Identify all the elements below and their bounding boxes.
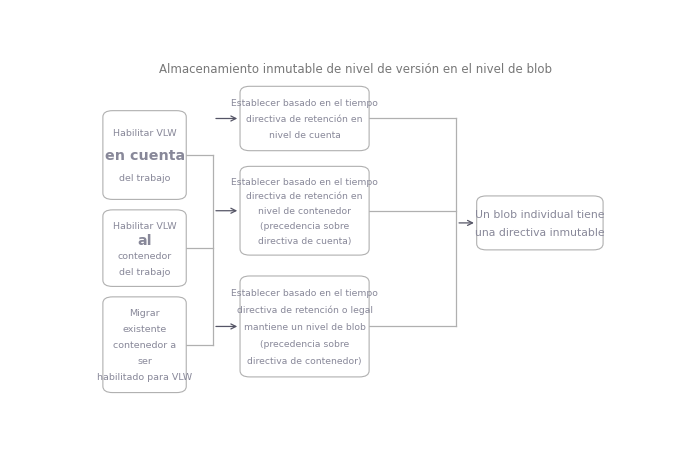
FancyBboxPatch shape (103, 210, 186, 287)
FancyBboxPatch shape (240, 87, 369, 152)
Text: directiva de retención o legal: directiva de retención o legal (237, 305, 373, 315)
Text: Migrar: Migrar (129, 308, 160, 318)
Text: del trabajo: del trabajo (119, 267, 170, 276)
Text: Establecer basado en el tiempo: Establecer basado en el tiempo (231, 289, 378, 298)
FancyBboxPatch shape (477, 197, 603, 250)
Text: directiva de cuenta): directiva de cuenta) (258, 236, 351, 245)
Text: habilitado para VLW: habilitado para VLW (97, 373, 192, 381)
Text: Establecer basado en el tiempo: Establecer basado en el tiempo (231, 177, 378, 186)
Text: Habilitar VLW: Habilitar VLW (112, 221, 176, 230)
Text: existente: existente (122, 325, 167, 334)
Text: Establecer basado en el tiempo: Establecer basado en el tiempo (231, 99, 378, 108)
Text: directiva de retención en: directiva de retención en (246, 115, 363, 124)
Text: directiva de contenedor): directiva de contenedor) (247, 356, 362, 365)
Text: una directiva inmutable: una directiva inmutable (475, 227, 604, 237)
Text: del trabajo: del trabajo (119, 173, 170, 182)
Text: Habilitar VLW: Habilitar VLW (112, 129, 176, 138)
Text: nivel de cuenta: nivel de cuenta (269, 131, 341, 140)
Text: nivel de contenedor: nivel de contenedor (258, 207, 351, 216)
Text: contenedor a: contenedor a (113, 341, 176, 350)
FancyBboxPatch shape (103, 297, 186, 393)
Text: directiva de retención en: directiva de retención en (246, 192, 363, 201)
Text: Almacenamiento inmutable de nivel de versión en el nivel de blob: Almacenamiento inmutable de nivel de ver… (159, 63, 552, 76)
FancyBboxPatch shape (240, 276, 369, 377)
Text: mantiene un nivel de blob: mantiene un nivel de blob (244, 322, 366, 331)
Text: Un blob individual tiene: Un blob individual tiene (475, 209, 604, 220)
FancyBboxPatch shape (103, 111, 186, 200)
Text: al: al (137, 234, 152, 248)
Text: ser: ser (137, 356, 152, 365)
Text: contenedor: contenedor (117, 252, 171, 261)
FancyBboxPatch shape (240, 167, 369, 256)
Text: (precedencia sobre: (precedencia sobre (260, 339, 349, 348)
Text: en cuenta: en cuenta (105, 149, 185, 163)
Text: (precedencia sobre: (precedencia sobre (260, 221, 349, 230)
